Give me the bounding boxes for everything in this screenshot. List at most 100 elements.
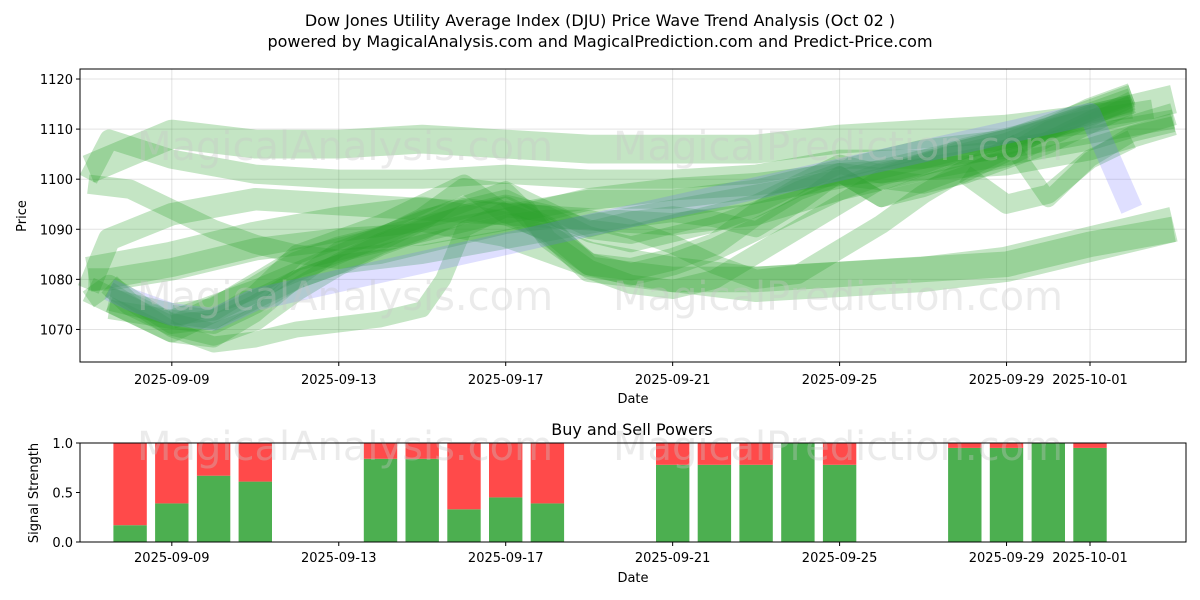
buy-bar-12: [781, 443, 815, 542]
sell-bar-0: [113, 443, 147, 526]
watermark-analysis-top: MagicalAnalysis.com: [137, 124, 553, 170]
price-wave-chart: MagicalAnalysis.com MagicalPrediction.co…: [15, 68, 1187, 407]
signal-x-tick-label-5: 2025-09-29: [969, 551, 1045, 566]
buy-bar-8: [530, 503, 565, 542]
price-wave-5: [82, 196, 1176, 343]
sell-bar-13: [822, 443, 857, 465]
sell-bar-14: [948, 443, 982, 448]
watermark-analysis-middle: MagicalAnalysis.com: [137, 274, 553, 320]
buy-bar-7: [489, 497, 523, 542]
sell-bar-5: [405, 443, 439, 459]
price-wave-15: [959, 130, 1136, 214]
price-wave-3: [88, 113, 1177, 291]
price-wave-11: [85, 196, 1178, 302]
buy-bar-2: [196, 475, 231, 542]
watermark-analysis-bottom: MagicalAnalysis.com: [137, 424, 553, 470]
signal-y-tick-label-0: 0.0: [52, 536, 73, 551]
signal-y-tick-label-1: 0.5: [52, 487, 73, 502]
buy-bar-10: [697, 464, 732, 542]
buy-bar-13: [822, 464, 857, 542]
price-y-tick-label-5: 1120: [40, 73, 73, 88]
signal-x-tick-label-4: 2025-09-25: [802, 551, 878, 566]
sell-bar-3: [238, 443, 272, 482]
sell-bar-6: [447, 443, 481, 510]
chart-title-line1: Dow Jones Utility Average Index (DJU) Pr…: [305, 11, 895, 30]
price-x-tick-label-3: 2025-09-21: [635, 373, 711, 388]
price-y-tick-label-2: 1090: [40, 223, 73, 238]
price-x-tick-label-1: 2025-09-13: [301, 373, 377, 388]
signal-x-tick-label-6: 2025-10-01: [1052, 551, 1128, 566]
buy-bar-3: [238, 481, 272, 542]
signal-x-tick-label-2: 2025-09-17: [468, 551, 544, 566]
buy-sell-title: Buy and Sell Powers: [551, 420, 713, 439]
price-wave-14: [101, 88, 1136, 346]
sell-bar-4: [363, 443, 398, 459]
buy-bar-11: [739, 464, 773, 542]
price-wave-17: [87, 94, 1134, 289]
price-x-tick-label-6: 2025-10-01: [1052, 373, 1128, 388]
signal-x-axis-label: Date: [617, 571, 648, 586]
watermark-prediction-bottom: MagicalPrediction.com: [613, 424, 1063, 470]
signal-bars: [113, 443, 1107, 542]
sell-bar-17: [1073, 443, 1107, 448]
watermark-prediction-middle: MagicalPrediction.com: [613, 274, 1063, 320]
signal-x-tick-label-0: 2025-09-09: [134, 551, 210, 566]
buy-sell-chart: Buy and Sell Powers MagicalAnalysis.com …: [27, 420, 1187, 586]
price-y-tick-label-3: 1100: [40, 173, 73, 188]
sell-bar-2: [196, 443, 231, 476]
price-x-tick-label-2: 2025-09-17: [468, 373, 544, 388]
signal-y-tick-label-2: 1.0: [52, 437, 73, 452]
price-x-tick-label-5: 2025-09-29: [969, 373, 1045, 388]
buy-bar-5: [405, 458, 439, 542]
signal-x-ticks: 2025-09-09 2025-09-13 2025-09-17 2025-09-21…: [134, 542, 1128, 566]
price-wave-blue: [104, 102, 1142, 331]
signal-y-axis-label: Signal Strength: [27, 443, 42, 543]
sell-bar-15: [989, 443, 1024, 448]
price-y-tick-label-4: 1110: [40, 123, 73, 138]
signal-y-ticks: 0.0 0.5 1.0: [52, 437, 80, 551]
price-grid: [80, 69, 1186, 362]
price-x-axis-label: Date: [617, 392, 648, 407]
sell-bar-11: [739, 443, 773, 465]
price-wave-7: [105, 96, 1134, 348]
price-y-tick-label-0: 1070: [40, 323, 73, 338]
buy-bar-16: [1031, 443, 1065, 542]
signal-x-tick-label-1: 2025-09-13: [301, 551, 377, 566]
buy-bar-14: [948, 447, 982, 542]
sell-bar-8: [530, 443, 565, 504]
price-wave-2: [79, 109, 1176, 189]
price-wave-13: [170, 84, 1135, 329]
price-wave-4: [82, 99, 1133, 334]
price-wave-12: [168, 95, 1136, 329]
price-x-tick-label-4: 2025-09-25: [802, 373, 878, 388]
price-wave-16: [999, 116, 1176, 208]
buy-bar-6: [447, 509, 481, 542]
price-wave-8: [106, 83, 1136, 326]
buy-bar-0: [113, 525, 147, 542]
buy-bar-9: [656, 464, 690, 542]
buy-bar-4: [363, 458, 398, 542]
price-x-tick-label-0: 2025-09-09: [134, 373, 210, 388]
buy-bar-15: [989, 447, 1024, 542]
price-y-ticks: 1070 1080 1090 1100 1110 1120: [40, 73, 80, 338]
signal-x-tick-label-3: 2025-09-21: [635, 551, 711, 566]
price-wave-1: [77, 103, 1177, 294]
price-wave-10: [82, 85, 1177, 183]
price-x-ticks: 2025-09-09 2025-09-13 2025-09-17 2025-09-21…: [134, 362, 1128, 388]
price-plot-frame: [79, 68, 1187, 363]
sell-bar-10: [697, 443, 732, 465]
price-wave-bands: [77, 83, 1178, 353]
sell-bar-1: [155, 443, 189, 504]
sell-bar-7: [489, 443, 523, 498]
sell-bar-9: [656, 443, 690, 465]
price-y-axis-label: Price: [15, 200, 30, 232]
watermark-prediction-top: MagicalPrediction.com: [613, 124, 1063, 170]
buy-bar-1: [155, 503, 189, 542]
price-wave-9: [104, 91, 1136, 353]
price-wave-6: [107, 99, 1155, 334]
buy-bar-17: [1073, 447, 1107, 542]
price-plot-area: [80, 69, 1186, 362]
chart-title-line2: powered by MagicalAnalysis.com and Magic…: [267, 32, 932, 51]
price-y-tick-label-1: 1080: [40, 273, 73, 288]
